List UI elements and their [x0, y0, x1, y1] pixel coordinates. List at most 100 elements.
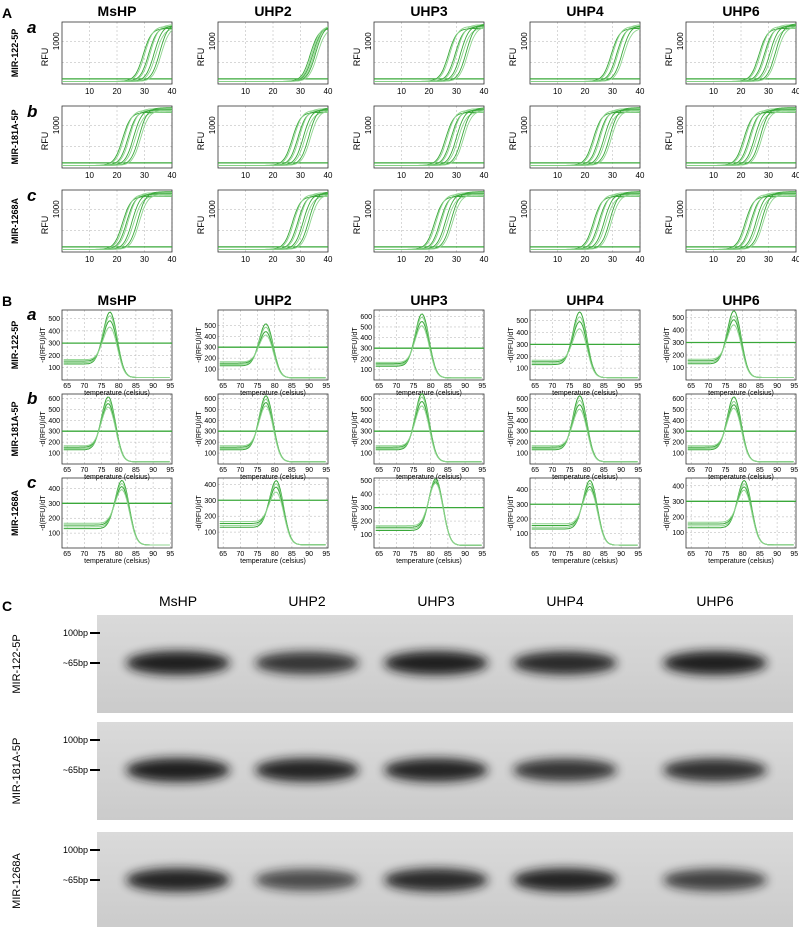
melt-curve — [219, 405, 326, 463]
amp-y-label: RFU — [40, 132, 50, 151]
melt-y-tick: 400 — [672, 483, 684, 490]
melt-y-tick: 200 — [48, 353, 60, 360]
melt-y-tick: 400 — [360, 492, 372, 499]
melt-x-tick: 95 — [322, 467, 330, 474]
amp-curve — [218, 192, 328, 250]
amp-y-label: RFU — [40, 216, 50, 235]
amp-x-tick: 40 — [324, 87, 333, 96]
melt-x-tick: 90 — [773, 551, 781, 558]
amp-y-tick: 1000 — [52, 32, 61, 50]
melt-y-tick: 600 — [672, 396, 684, 403]
melt-x-tick: 75 — [722, 467, 730, 474]
melt-x-tick: 70 — [548, 383, 556, 390]
melt-x-tick: 95 — [634, 383, 642, 390]
melt-x-tick: 80 — [583, 467, 591, 474]
amp-x-tick: 10 — [709, 255, 718, 264]
melt-plot: 65 70 75 80 85 90 95 100 200 300 400 500 temperature… — [508, 309, 642, 397]
melt-x-tick: 80 — [739, 467, 747, 474]
amp-y-label: RFU — [196, 216, 206, 235]
gel-image: 100bp ~65bp MIR-181A-5P — [11, 722, 793, 820]
amp-curve — [686, 24, 796, 82]
melt-y-tick: 300 — [204, 429, 216, 436]
melt-x-tick: 95 — [166, 383, 174, 390]
melt-y-tick: 300 — [204, 345, 216, 352]
amp-x-tick: 10 — [553, 171, 562, 180]
melt-plot: 65 70 75 80 85 90 95 100 200 300 400 temperature (c… — [508, 477, 642, 565]
melt-y-tick: 100 — [204, 530, 216, 537]
amp-x-tick: 10 — [241, 171, 250, 180]
melt-x-tick: 70 — [704, 467, 712, 474]
melt-x-tick: 65 — [531, 383, 539, 390]
melt-y-tick: 500 — [204, 323, 216, 330]
melt-plot: 65 70 75 80 85 90 95 100 200 300 400 temperature (c… — [664, 477, 798, 565]
amp-y-label: RFU — [40, 48, 50, 67]
melt-y-tick: 100 — [48, 365, 60, 372]
amp-x-tick: 20 — [581, 87, 590, 96]
amp-y-tick: 1000 — [520, 116, 529, 134]
gel-band — [513, 868, 617, 892]
amp-row-letter: b — [27, 102, 37, 121]
melt-x-tick: 65 — [219, 383, 227, 390]
melt-plot: 65 70 75 80 85 90 95 100 200 300 400 500 600 temperat… — [508, 393, 642, 481]
melt-curve — [531, 479, 638, 546]
melt-x-label: temperature (celsius) — [240, 558, 306, 565]
melt-y-tick: 100 — [360, 532, 372, 539]
melt-y-tick: 500 — [360, 407, 372, 414]
amp-curve — [530, 194, 640, 250]
amp-x-tick: 20 — [581, 255, 590, 264]
melt-curve — [219, 331, 326, 379]
melt-plot: 65 70 75 80 85 90 95 100 200 300 400 500 600 temperat… — [664, 393, 798, 481]
melt-x-tick: 65 — [687, 383, 695, 390]
melt-y-tick: 500 — [672, 315, 684, 322]
melt-y-tick: 300 — [672, 499, 684, 506]
gel-band — [663, 868, 767, 892]
amp-y-tick: 1000 — [364, 116, 373, 134]
melt-x-tick: 70 — [80, 467, 88, 474]
melt-curve — [219, 395, 326, 463]
melt-x-tick: 95 — [166, 467, 174, 474]
panel-label-b: B — [2, 293, 12, 309]
plot-frame — [217, 309, 329, 381]
melt-y-tick: 400 — [48, 328, 60, 335]
melt-y-label: -d(RFU)/dT — [196, 411, 203, 447]
plot-frame — [217, 393, 329, 465]
melt-x-label: temperature (celsius) — [240, 474, 306, 481]
melt-x-tick: 70 — [236, 383, 244, 390]
plot-frame — [373, 477, 485, 549]
plot-frame — [529, 477, 641, 549]
amp-curve — [374, 23, 485, 82]
amp-x-tick: 40 — [792, 87, 799, 96]
amp-x-tick: 10 — [553, 255, 562, 264]
melt-y-tick: 500 — [48, 407, 60, 414]
amp-y-tick: 1000 — [208, 32, 217, 50]
melt-x-tick: 90 — [773, 467, 781, 474]
melt-x-tick: 80 — [115, 551, 123, 558]
melt-x-tick: 80 — [739, 551, 747, 558]
gel-lane-label: UHP6 — [696, 593, 734, 609]
amp-curve — [374, 27, 485, 82]
melt-y-label: -d(RFU)/dT — [508, 495, 515, 531]
amp-x-tick: 20 — [113, 171, 122, 180]
amp-curve — [530, 192, 640, 250]
melt-y-tick: 200 — [204, 356, 216, 363]
amp-x-tick: 30 — [764, 171, 773, 180]
amp-y-label: RFU — [352, 132, 362, 151]
melt-x-tick: 75 — [98, 551, 106, 558]
amp-x-tick: 20 — [737, 255, 746, 264]
amp-x-tick: 40 — [480, 171, 489, 180]
melt-y-tick: 600 — [204, 396, 216, 403]
melt-y-label: -d(RFU)/dT — [40, 495, 47, 531]
amp-curve — [374, 24, 485, 82]
amp-y-tick: 1000 — [520, 200, 529, 218]
melt-x-tick: 90 — [149, 467, 157, 474]
melt-x-tick: 95 — [166, 551, 174, 558]
amp-y-tick: 1000 — [208, 116, 217, 134]
melt-x-tick: 75 — [722, 383, 730, 390]
melt-column-title: UHP3 — [410, 292, 448, 308]
melt-y-tick: 100 — [672, 365, 684, 372]
melt-x-tick: 80 — [271, 551, 279, 558]
amp-curve — [374, 110, 485, 166]
plot-frame — [685, 105, 797, 169]
